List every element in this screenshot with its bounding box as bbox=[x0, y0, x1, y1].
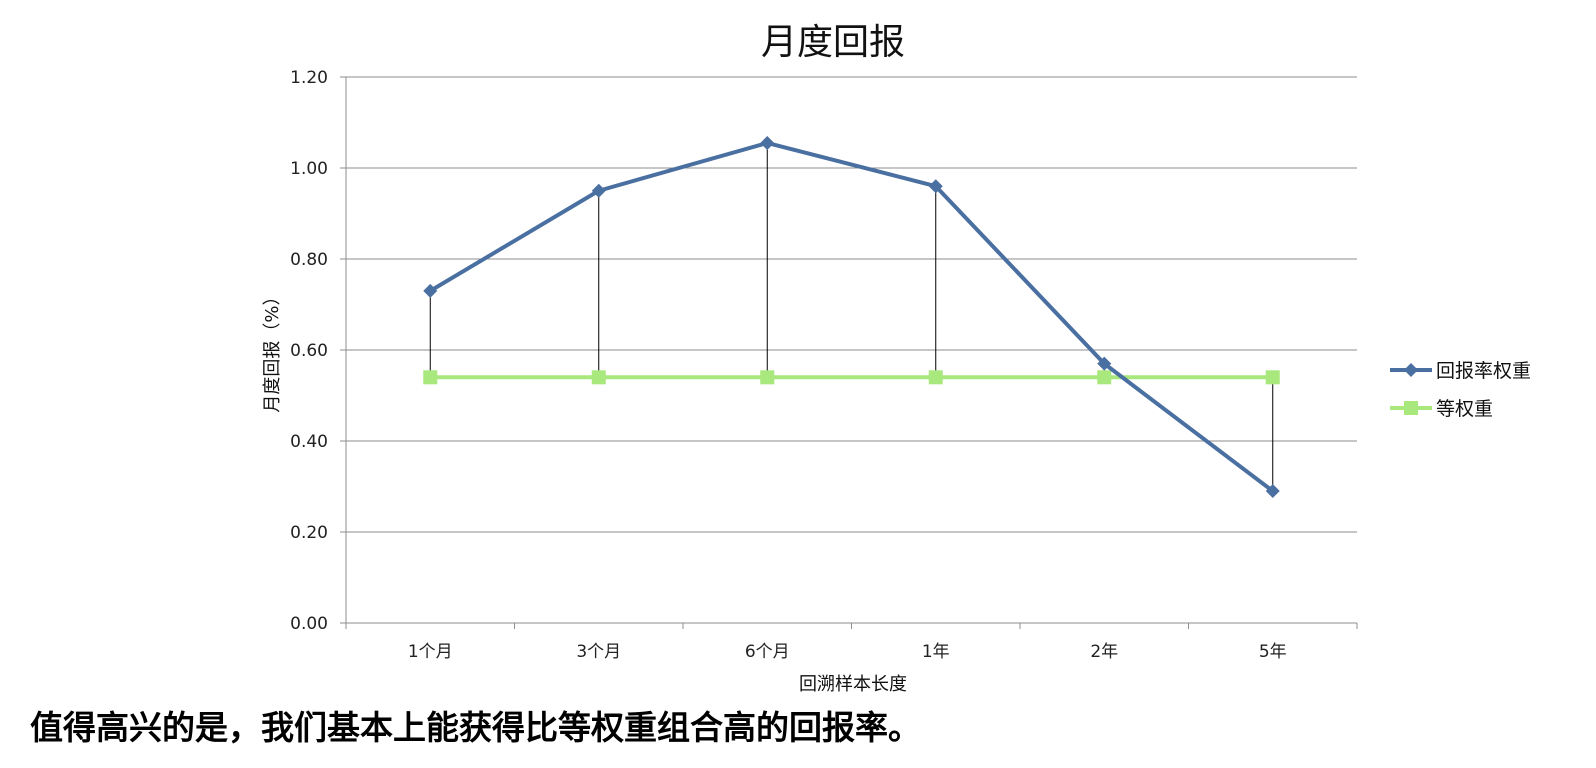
data-point bbox=[760, 135, 775, 150]
x-tick-label: 6个月 bbox=[745, 642, 790, 662]
data-point bbox=[1097, 370, 1112, 385]
axes bbox=[340, 76, 1358, 629]
y-tick-label: 0.00 bbox=[290, 614, 328, 634]
x-tick-label: 1个月 bbox=[408, 642, 453, 662]
drop-lines bbox=[429, 142, 1274, 492]
y-tick-label: 1.00 bbox=[290, 159, 328, 179]
data-point bbox=[423, 283, 438, 298]
y-tick-label: 1.20 bbox=[290, 68, 328, 88]
legend-label: 等权重 bbox=[1436, 398, 1493, 420]
data-point bbox=[423, 370, 438, 385]
caption-text: 值得高兴的是，我们基本上能获得比等权重组合高的回报率。 bbox=[30, 708, 921, 747]
gridlines bbox=[346, 76, 1357, 624]
x-tick-label: 1年 bbox=[922, 642, 950, 662]
chart-title: 月度回报 bbox=[761, 22, 905, 63]
data-point bbox=[928, 179, 943, 194]
legend-label: 回报率权重 bbox=[1436, 360, 1531, 382]
data-point bbox=[591, 370, 606, 385]
y-tick-label: 0.20 bbox=[290, 523, 328, 543]
y-axis-title: 月度回报（%） bbox=[262, 287, 283, 412]
data-point bbox=[1265, 370, 1280, 385]
legend-marker bbox=[1404, 363, 1418, 377]
x-tick-label: 2年 bbox=[1090, 642, 1118, 662]
x-tick-label: 5年 bbox=[1259, 642, 1287, 662]
data-point bbox=[760, 370, 775, 385]
x-tick-label: 3个月 bbox=[576, 642, 621, 662]
y-tick-label: 0.60 bbox=[290, 341, 328, 361]
legend-marker bbox=[1404, 401, 1418, 415]
x-axis-title: 回溯样本长度 bbox=[799, 674, 907, 695]
data-point bbox=[928, 370, 943, 385]
y-tick-label: 0.40 bbox=[290, 432, 328, 452]
series-line bbox=[429, 140, 1274, 493]
data-point bbox=[1265, 484, 1280, 499]
data-point bbox=[591, 183, 606, 198]
y-tick-label: 0.80 bbox=[290, 250, 328, 270]
data-point bbox=[1097, 356, 1112, 371]
tick-labels: 0.00 0.20 0.40 0.60 0.80 1.00 1.20 1个月 3个月 6个月 1年 2… bbox=[290, 68, 1287, 662]
series-layer bbox=[423, 135, 1280, 499]
